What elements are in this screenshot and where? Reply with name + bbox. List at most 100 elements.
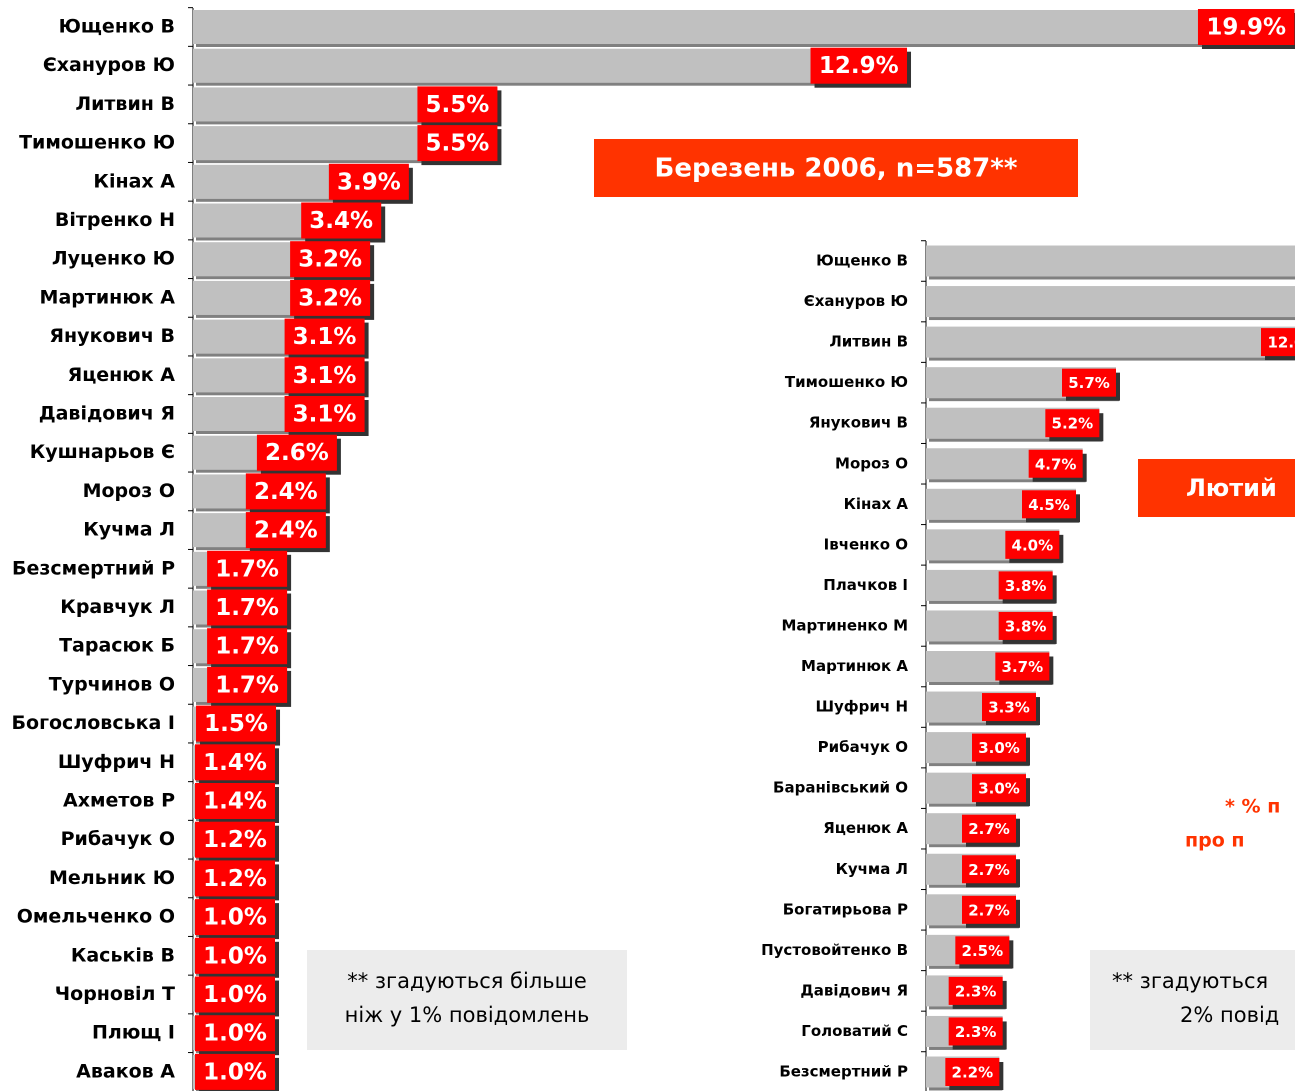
- value-label: 1.5%: [204, 711, 268, 737]
- category-label: Мельник Ю: [49, 867, 175, 889]
- bar-shadow: [929, 560, 1063, 564]
- label-box: [207, 628, 288, 665]
- category-label: Івченко О: [824, 535, 908, 553]
- annotation: Лютий: [1186, 474, 1277, 502]
- value-label: 3.7%: [1002, 658, 1044, 676]
- category-label: Тарасюк Б: [59, 635, 175, 657]
- value-label: 1.0%: [203, 943, 267, 969]
- category-label: Турчинов О: [49, 673, 175, 695]
- label-box: [245, 512, 326, 549]
- category-label: Мороз О: [835, 454, 908, 472]
- footnote: ** згадуються більше: [347, 969, 587, 993]
- bar-shadow: [196, 198, 412, 202]
- value-label: 2.7%: [968, 901, 1010, 919]
- category-label: Безсмертний Р: [779, 1063, 908, 1081]
- label-box: [328, 163, 409, 200]
- category-label: Безсмертний Р: [12, 557, 175, 579]
- value-label: 2.4%: [254, 479, 318, 505]
- value-label: 2.7%: [968, 820, 1010, 838]
- label-box: [195, 937, 275, 974]
- value-label: 1.0%: [203, 905, 267, 931]
- label-box: [962, 814, 1016, 843]
- bar-shadow: [929, 438, 1103, 442]
- category-label: Ющенко В: [816, 252, 908, 270]
- label-box: [1022, 490, 1076, 519]
- category-label: Головатий С: [801, 1022, 908, 1040]
- category-label: Чорновіл Т: [55, 983, 175, 1005]
- bar-shadow: [196, 276, 374, 280]
- label-box: [245, 473, 326, 510]
- value-label: 3.4%: [309, 208, 373, 234]
- value-label: 1.0%: [203, 982, 267, 1008]
- category-label: Плачков І: [823, 576, 908, 594]
- category-label: Єхануров Ю: [804, 292, 908, 310]
- label-box: [1062, 368, 1116, 397]
- label-box: [195, 1053, 275, 1090]
- label-box: [1028, 449, 1083, 478]
- category-label: Мартиненко М: [781, 616, 908, 634]
- label-box: [417, 125, 498, 162]
- label-box: [195, 860, 275, 897]
- label-box: [195, 744, 275, 781]
- label-box: [301, 202, 382, 239]
- value-label: 1.4%: [203, 789, 267, 815]
- label-box: [995, 652, 1050, 681]
- label-box: [290, 279, 371, 316]
- value-label: 4.0%: [1012, 536, 1054, 554]
- bar-shadow: [196, 82, 911, 86]
- value-label: 1.2%: [203, 866, 267, 892]
- value-label: 1.0%: [203, 1059, 267, 1085]
- bar-shadow: [929, 682, 1053, 685]
- category-label: Янукович В: [809, 414, 908, 432]
- category-label: Кушнарьов Є: [30, 441, 175, 463]
- label-box: [284, 318, 365, 355]
- value-label: 2.2%: [952, 1064, 994, 1082]
- category-label: Янукович В: [49, 325, 175, 347]
- category-label: Мартинюк А: [40, 286, 176, 308]
- category-label: Каськів В: [71, 944, 175, 966]
- bar-shadow: [929, 600, 1056, 604]
- footnote: ** згадуються: [1112, 969, 1268, 993]
- label-box: [196, 705, 277, 742]
- category-label: Омельченко О: [17, 906, 175, 928]
- category-label: Кучма Л: [836, 860, 908, 878]
- label-box: [998, 571, 1053, 600]
- value-label: 2.3%: [955, 982, 997, 1000]
- category-label: Мороз О: [83, 480, 175, 502]
- bar-shadow: [196, 314, 374, 318]
- value-label: 5.7%: [1068, 374, 1110, 392]
- value-label: 3.1%: [293, 402, 357, 428]
- category-label: Литвин В: [829, 333, 908, 351]
- label-box: [810, 47, 908, 84]
- value-label: 2.6%: [265, 440, 329, 466]
- bar-shadow: [196, 237, 385, 241]
- value-label: 5.5%: [426, 92, 490, 118]
- category-label: Єхануров Ю: [43, 54, 175, 76]
- label-box: [998, 611, 1053, 640]
- value-label: 3.1%: [293, 324, 357, 350]
- value-label: 2.5%: [962, 942, 1004, 960]
- label-box: [962, 855, 1016, 884]
- category-label: Кучма Л: [83, 519, 175, 541]
- bar-shadow: [929, 357, 1295, 361]
- label-box: [195, 783, 275, 819]
- value-label: 4.5%: [1028, 496, 1070, 514]
- label-box: [1045, 409, 1100, 438]
- value-label: 3.9%: [337, 169, 401, 195]
- value-label: 3.2%: [298, 285, 362, 311]
- category-label: Пустовойтенко В: [761, 941, 908, 959]
- bar-shadow: [196, 431, 368, 434]
- category-label: Ахметов Р: [63, 790, 175, 812]
- value-label: 3.0%: [978, 739, 1020, 757]
- label-box: [982, 693, 1036, 722]
- value-label: 2.3%: [955, 1023, 997, 1041]
- label-box: [207, 589, 288, 626]
- bar-shadow: [929, 722, 1039, 726]
- value-label: 3.8%: [1005, 617, 1047, 635]
- bar: [926, 245, 1295, 277]
- category-label: Тимошенко Ю: [785, 373, 908, 391]
- value-label: 2.4%: [254, 518, 318, 544]
- label-box: [207, 666, 288, 703]
- label-box: [948, 1017, 1003, 1046]
- bar-shadow: [196, 121, 501, 125]
